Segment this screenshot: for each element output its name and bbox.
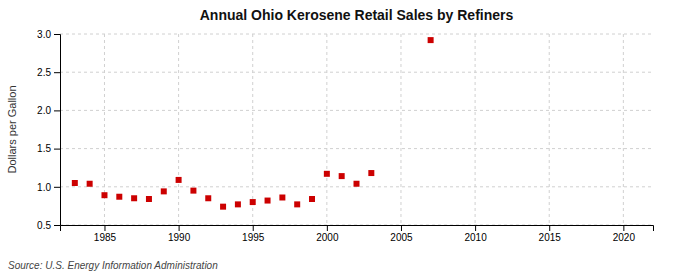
point [279,194,285,200]
point [324,171,330,177]
y-tick-label: 1.0 [37,182,51,193]
source-note: Source: U.S. Energy Information Administ… [8,260,218,271]
x-tick-label: 2015 [539,232,562,243]
chart-svg: 1985 1990 1995 2000 2005 2010 2015 2020 0.5 1.0 1.… [0,0,675,275]
point [309,196,315,202]
points [72,37,434,210]
x-tick: 1995 [242,225,265,243]
x-axis: 1985 1990 1995 2000 2005 2010 2015 2020 [61,225,654,243]
y-tick: 3.0 [37,29,60,40]
y-tick-mark [54,110,60,111]
x-grid-line [326,34,327,225]
point [250,199,256,205]
y-tick: 2.5 [37,67,60,78]
point [176,177,182,183]
point [235,201,241,207]
x-tick-label: 1985 [94,232,117,243]
y-grid-line [60,34,653,35]
y-tick: 1.5 [37,143,60,154]
point [265,198,271,204]
y-axis: 0.5 1.0 1.5 2.0 2.5 3.0 [37,29,60,231]
point [339,173,345,179]
x-grid-line [178,34,179,225]
grid [60,34,653,225]
point [428,37,434,43]
x-tick-label: 2020 [613,232,636,243]
point [72,180,78,186]
y-axis-line [54,35,61,226]
point [190,188,196,194]
x-tick: 1990 [168,225,191,243]
point [131,195,137,201]
point [146,196,152,202]
x-tick-mark [475,225,476,231]
point [161,188,167,194]
x-axis-line [61,226,654,232]
y-tick-mark [54,225,60,226]
x-tick-mark [549,225,550,231]
y-tick-mark [54,34,60,35]
x-tick-mark [253,225,254,231]
y-tick-label: 1.5 [37,143,51,154]
chart-container: 1985 1990 1995 2000 2005 2010 2015 2020 0.5 1.0 1.… [0,0,675,275]
y-grid-line [60,110,653,111]
y-grid-line [60,72,653,73]
x-grid-line [623,34,624,225]
x-tick-mark [179,225,180,231]
plot-area: 1985 1990 1995 2000 2005 2010 2015 2020 0.5 1.0 1.… [37,29,653,243]
point [87,181,93,187]
y-tick-mark [54,72,60,73]
x-tick-label: 2000 [316,232,339,243]
x-tick: 2010 [464,225,487,243]
x-grid-line [549,34,550,225]
x-grid-line [400,34,401,225]
x-tick-label: 1995 [242,232,265,243]
point [220,204,226,210]
x-tick: 2005 [390,225,413,243]
y-tick: 1.0 [37,182,60,193]
x-tick-mark [401,225,402,231]
x-tick-label: 2010 [464,232,487,243]
x-tick-mark [104,225,105,231]
y-tick-label: 3.0 [37,29,51,40]
chart-title: Annual Ohio Kerosene Retail Sales by Ref… [200,7,514,23]
y-tick: 2.0 [37,105,60,116]
y-tick-label: 2.0 [37,105,51,116]
x-tick: 2015 [539,225,562,243]
y-tick-mark [54,187,60,188]
point [294,201,300,207]
y-tick-label: 0.5 [37,220,51,231]
x-tick: 1985 [94,225,117,243]
y-tick-label: 2.5 [37,67,51,78]
point [101,192,107,198]
point [368,170,374,176]
x-tick-label: 1990 [168,232,191,243]
x-tick-label: 2005 [390,232,413,243]
x-tick-mark [327,225,328,231]
point [354,181,360,187]
x-tick: 2000 [316,225,339,243]
y-axis-title: Dollars per Gallon [6,85,18,173]
y-tick-mark [54,149,60,150]
x-tick-mark [623,225,624,231]
y-tick: 0.5 [37,220,60,231]
point [205,195,211,201]
x-tick: 2020 [613,225,636,243]
point [116,194,122,200]
x-grid-line [252,34,253,225]
y-grid-line [60,148,653,149]
x-grid-line [475,34,476,225]
